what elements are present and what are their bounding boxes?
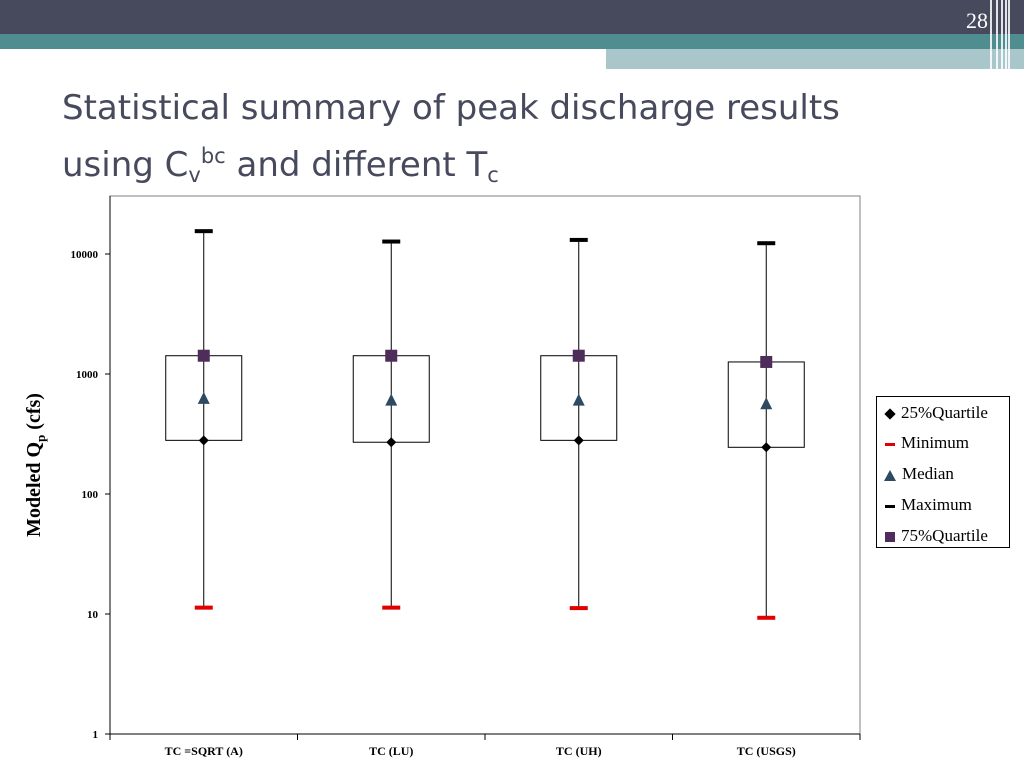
x-tick-label: TC =SQRT (A): [165, 744, 243, 758]
legend-item-quartile75: 75%Quartile: [883, 524, 988, 548]
black-dash-marker-icon: [885, 504, 895, 508]
legend-label: Minimum: [901, 433, 970, 452]
x-tick-label: TC (LU): [369, 744, 413, 758]
header-accent-bar: [0, 34, 1024, 49]
header-bar: [0, 0, 1024, 34]
maximum-marker: [194, 229, 213, 234]
red-dash-marker-icon: [885, 442, 895, 446]
quartile25-marker: [386, 437, 397, 448]
legend-label: 25%Quartile: [901, 403, 988, 422]
title-prefix: using C: [62, 145, 189, 185]
legend-item-maximum: Maximum: [883, 493, 972, 517]
slide-number: 28: [966, 8, 988, 33]
legend-label: 75%Quartile: [901, 526, 988, 545]
header-stripes: [986, 0, 1024, 69]
quartile25-marker: [573, 435, 584, 446]
legend-item-minimum: Minimum: [883, 431, 969, 455]
x-tick-label: TC (USGS): [737, 744, 796, 758]
median-marker: [197, 391, 210, 404]
maximum-marker: [382, 239, 401, 244]
median-marker: [572, 393, 585, 406]
quartile25-marker: [198, 435, 209, 446]
y-tick-label: 1: [93, 729, 99, 741]
legend-label: Median: [902, 464, 954, 483]
minimum-marker: [382, 605, 401, 610]
diamond-marker-icon: [884, 408, 896, 420]
quartile75-marker: [385, 349, 398, 362]
y-tick-label: 100: [82, 489, 99, 501]
quartile75-marker: [760, 355, 773, 368]
median-marker: [760, 397, 773, 410]
maximum-marker: [757, 241, 776, 246]
legend-item-median: Median: [883, 462, 954, 486]
quartile25-marker: [761, 442, 772, 453]
x-tick-label: TC (UH): [556, 744, 602, 758]
plot-area-frame: [109, 195, 861, 735]
y-tick-label: 1000: [76, 369, 99, 381]
y-tick-label: 10000: [71, 249, 99, 261]
title-sub-v: v: [188, 163, 201, 187]
median-marker: [385, 393, 398, 406]
title-line-2: using Cvbc and different Tc: [62, 132, 962, 199]
maximum-marker: [569, 237, 588, 242]
slide-title: Statistical summary of peak discharge re…: [62, 84, 962, 199]
title-line-1: Statistical summary of peak discharge re…: [62, 88, 840, 128]
legend-item-quartile25: 25%Quartile: [883, 401, 988, 425]
minimum-marker: [757, 615, 776, 620]
minimum-marker: [194, 605, 213, 610]
square-marker-icon: [885, 532, 895, 543]
title-mid: and different T: [225, 145, 488, 185]
minimum-marker: [569, 606, 588, 611]
y-axis-title: Modeled Qp (cfs): [23, 393, 48, 537]
quartile75-marker: [197, 349, 210, 362]
chart-legend: 25%Quartile Minimum Median Maximum 75%Qu…: [876, 396, 1010, 548]
triangle-marker-icon: [884, 469, 896, 481]
quartile75-marker: [572, 349, 585, 362]
header-light-bar: [606, 49, 1024, 69]
legend-label: Maximum: [901, 495, 972, 514]
title-sup-bc: bc: [200, 144, 226, 168]
y-tick-label: 10: [87, 609, 99, 621]
title-sub-c: c: [487, 163, 499, 187]
